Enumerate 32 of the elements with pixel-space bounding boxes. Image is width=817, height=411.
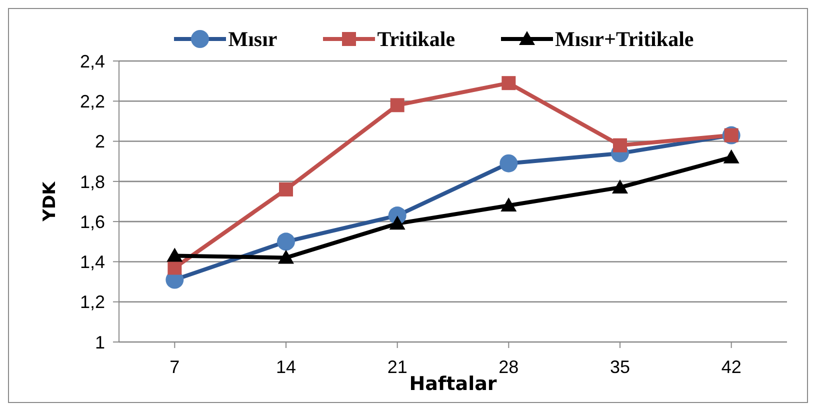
point <box>279 182 293 196</box>
point <box>500 198 517 212</box>
legend-label: Mısır+Tritikale <box>554 26 694 52</box>
point <box>500 154 518 172</box>
point <box>166 248 183 262</box>
point <box>723 149 740 164</box>
x-tick-label: 21 <box>387 356 408 377</box>
y-tick-label: 1,4 <box>80 252 105 272</box>
point <box>277 232 295 251</box>
y-axis-title: YDK <box>40 180 60 222</box>
x-tick-label: 14 <box>276 356 296 377</box>
y-tick-label: 2 <box>94 132 105 152</box>
y-tick-label: 1,6 <box>80 212 105 232</box>
point <box>168 260 182 275</box>
legend-label: Tritikale <box>376 26 456 52</box>
x-tick-label: 28 <box>498 356 519 377</box>
y-tick-label: 1 <box>94 332 105 352</box>
y-tick-label: 1,8 <box>80 172 105 192</box>
point <box>502 76 516 90</box>
y-tick-label: 1,2 <box>80 292 105 312</box>
y-tick-label: 2,2 <box>80 92 105 112</box>
point <box>389 216 406 230</box>
x-axis-title: Haftalar <box>409 373 498 395</box>
legend-label: Mısır <box>227 26 278 52</box>
x-tick-label: 42 <box>721 356 742 377</box>
point <box>390 98 404 112</box>
y-tick-label: 2,4 <box>80 51 105 72</box>
point <box>613 138 627 152</box>
point <box>278 250 294 264</box>
x-tick-label: 7 <box>170 356 180 377</box>
x-tick-label: 35 <box>610 356 630 377</box>
point <box>612 179 628 194</box>
